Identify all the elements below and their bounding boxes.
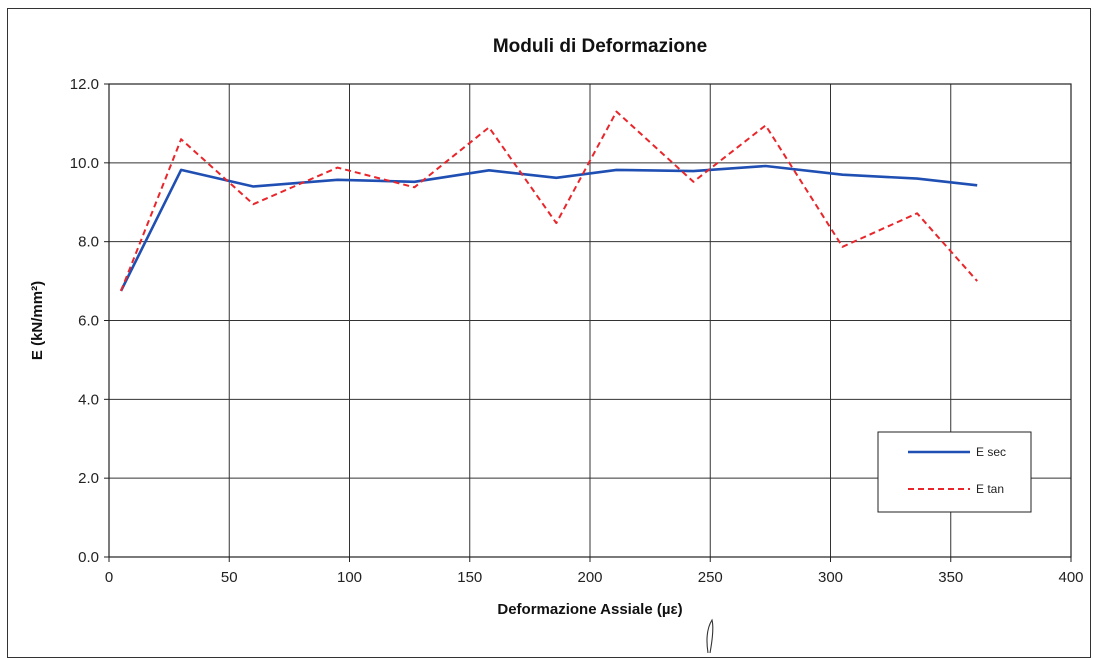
- legend-label-e-sec: E sec: [976, 445, 1006, 459]
- y-tick-label: 2.0: [78, 470, 99, 487]
- series-group: [119, 110, 978, 292]
- y-tick-label: 10.0: [70, 155, 99, 172]
- tick-labels: 0 50 100 150 200 250 300 350 400 0.0 2.0 4.0 6.0 8.0 1…: [70, 76, 1084, 586]
- legend-box: [877, 431, 1032, 513]
- x-tick-label: 350: [938, 569, 963, 586]
- legend-label-e-tan: E tan: [976, 482, 1004, 496]
- chart-frame: [7, 8, 1091, 658]
- x-tick-label: 250: [698, 569, 723, 586]
- x-tick-label: 300: [818, 569, 843, 586]
- x-tick-label: 400: [1058, 569, 1083, 586]
- x-tick-label: 50: [221, 569, 238, 586]
- x-tick-label: 200: [577, 569, 602, 586]
- series-line-e-sec: [119, 164, 978, 292]
- chart-title: Moduli di Deformazione: [493, 36, 707, 57]
- y-tick-label: 12.0: [70, 76, 99, 93]
- x-axis-label: Deformazione Assiale (µε): [497, 601, 682, 618]
- y-tick-label: 6.0: [78, 313, 99, 330]
- y-tick-label: 4.0: [78, 391, 99, 408]
- x-tick-label: 150: [457, 569, 482, 586]
- signature-mark: [706, 618, 714, 653]
- y-tick-label: 8.0: [78, 234, 99, 251]
- series-line-e-tan: [120, 110, 978, 292]
- x-tick-label: 100: [337, 569, 362, 586]
- y-axis-label: E (kN/mm²): [29, 281, 46, 360]
- legend: E sec E tan: [877, 431, 1032, 513]
- y-tick-label: 0.0: [78, 549, 99, 566]
- x-tick-label: 0: [105, 569, 113, 586]
